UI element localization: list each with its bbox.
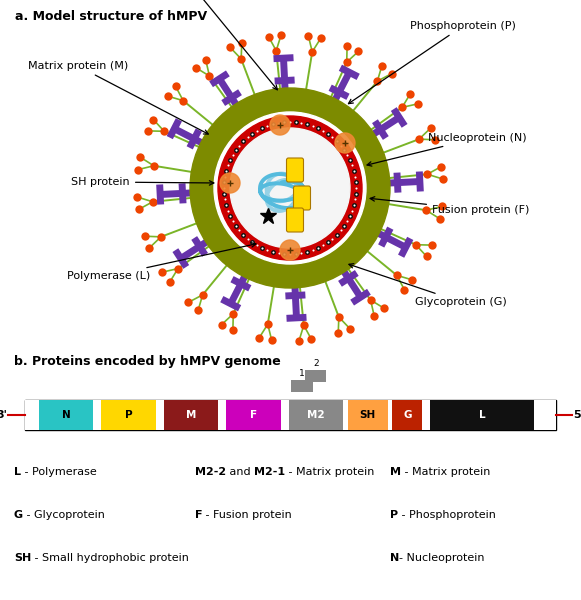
- Circle shape: [335, 133, 355, 153]
- Text: Phosphoprotein (P): Phosphoprotein (P): [349, 21, 516, 104]
- Text: SH protein: SH protein: [71, 177, 214, 187]
- Bar: [290, 380, 313, 392]
- Text: - Glycoprotein: - Glycoprotein: [23, 510, 105, 520]
- Bar: [218, 400, 226, 430]
- Bar: [388, 400, 393, 430]
- Circle shape: [280, 240, 300, 260]
- Bar: [25, 400, 556, 430]
- Circle shape: [214, 112, 366, 264]
- Text: F: F: [250, 410, 257, 420]
- Bar: [281, 400, 289, 430]
- Bar: [289, 400, 343, 430]
- Bar: [542, 400, 556, 430]
- Bar: [534, 400, 542, 430]
- Text: L: L: [14, 467, 21, 477]
- Bar: [422, 400, 430, 430]
- Text: a. Model structure of hMPV: a. Model structure of hMPV: [15, 10, 207, 23]
- Bar: [164, 400, 218, 430]
- Circle shape: [270, 115, 290, 135]
- Bar: [39, 400, 94, 430]
- Bar: [343, 400, 348, 430]
- Circle shape: [190, 88, 390, 288]
- Text: G: G: [14, 510, 23, 520]
- Text: L: L: [479, 410, 485, 420]
- Text: b. Proteins encoded by hMPV genome: b. Proteins encoded by hMPV genome: [14, 355, 281, 368]
- Text: - Nucleoprotein: - Nucleoprotein: [399, 553, 485, 563]
- Text: Lipid bilayer: Lipid bilayer: [152, 0, 277, 90]
- Bar: [101, 400, 156, 430]
- Bar: [94, 400, 101, 430]
- Bar: [226, 400, 281, 430]
- Text: Polymerase (L): Polymerase (L): [67, 242, 256, 281]
- Text: 5': 5': [573, 410, 581, 420]
- Text: and: and: [226, 467, 254, 477]
- Text: - Matrix protein: - Matrix protein: [285, 467, 375, 477]
- Text: SH: SH: [360, 410, 376, 420]
- Text: - Matrix protein: - Matrix protein: [401, 467, 490, 477]
- Text: M: M: [390, 467, 401, 477]
- Text: M2: M2: [307, 410, 325, 420]
- FancyBboxPatch shape: [286, 158, 303, 182]
- Text: M: M: [186, 410, 196, 420]
- Bar: [393, 400, 422, 430]
- Bar: [430, 400, 534, 430]
- Text: 2: 2: [313, 359, 318, 368]
- FancyBboxPatch shape: [286, 208, 303, 232]
- Text: - Phosphoprotein: - Phosphoprotein: [398, 510, 496, 520]
- Text: M2-1: M2-1: [254, 467, 285, 477]
- Bar: [348, 400, 388, 430]
- Text: - Polymerase: - Polymerase: [21, 467, 97, 477]
- Text: Matrix protein (M): Matrix protein (M): [28, 61, 209, 134]
- Circle shape: [218, 116, 362, 260]
- FancyBboxPatch shape: [293, 186, 310, 210]
- Circle shape: [230, 128, 350, 248]
- Text: Fusion protein (F): Fusion protein (F): [370, 197, 529, 215]
- Text: N: N: [62, 410, 71, 420]
- Bar: [25, 400, 39, 430]
- Circle shape: [220, 173, 240, 193]
- Text: 3': 3': [0, 410, 7, 420]
- Text: G: G: [403, 410, 411, 420]
- Text: 1: 1: [299, 369, 305, 378]
- Text: P: P: [125, 410, 132, 420]
- Text: SH: SH: [14, 553, 31, 563]
- Text: N: N: [390, 553, 399, 563]
- Text: Nucleoprotein (N): Nucleoprotein (N): [367, 133, 526, 166]
- Text: F: F: [195, 510, 203, 520]
- Text: Glycoprotein (G): Glycoprotein (G): [349, 263, 507, 307]
- Text: - Fusion protein: - Fusion protein: [203, 510, 292, 520]
- Text: P: P: [390, 510, 398, 520]
- Bar: [156, 400, 164, 430]
- Text: M2-2: M2-2: [195, 467, 226, 477]
- Text: - Small hydrophobic protein: - Small hydrophobic protein: [31, 553, 189, 563]
- Bar: [306, 370, 326, 382]
